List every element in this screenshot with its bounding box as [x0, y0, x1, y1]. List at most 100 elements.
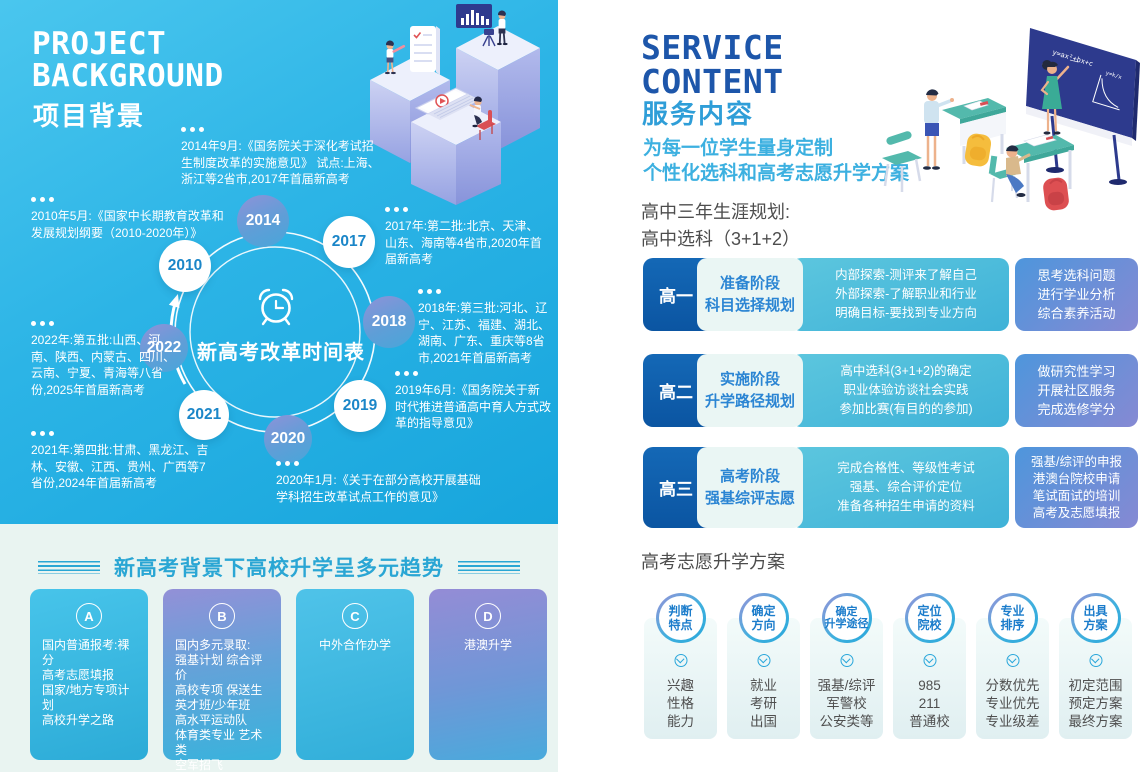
timeline-note-2018: 2018年:第三批:河北、辽宁、江苏、福建、湖北、湖南、广东、重庆等8省市,20… [418, 289, 556, 366]
steps-title: 高考志愿升学方案 [641, 552, 785, 572]
timeline-note-2010: 2010年5月:《国家中长期教育改革和发展规划纲要（2010-2020年）》 [31, 197, 229, 241]
step-circle: 出具 方案 [1070, 593, 1121, 643]
timeline-note-text: 2020年1月:《关于在部分高校开展基础学科招生改革试点工作的意见》 [276, 473, 481, 504]
year-bubble-2010: 2010 [159, 240, 211, 292]
year-bubble-2017: 2017 [323, 216, 375, 268]
timeline-note-2014: 2014年9月:《国务院关于深化考试招生制度改革的实施意见》 试点:上海、浙江等… [181, 127, 383, 188]
tasks-box: 完成合格性、等级性考试 强基、综合评价定位 准备各种招生申请的资料 [791, 447, 1009, 528]
badge-d: D [475, 603, 501, 629]
step-circle: 判断 特点 [655, 593, 706, 643]
circle-down-arrow-icon [1006, 654, 1019, 667]
circle-down-arrow-icon [1089, 654, 1102, 667]
tasks-box: 高中选科(3+1+2)的确定 职业体验访谈社会实践 参加比赛(有目的的参加) [791, 354, 1009, 427]
step-items: 分数优先 专业优先 专业级差 [985, 678, 1040, 729]
timeline-note-2022: 2022年:第五批:山西、河南、陕西、内蒙古、四川、云南、宁夏、青海等八省份,2… [31, 321, 183, 398]
step-circle-label: 专业 排序 [990, 596, 1035, 640]
left-title-zh: 项目背景 [33, 101, 146, 131]
step-items: 初定范围 预定方案 最终方案 [1068, 678, 1123, 729]
stage-box: 实施阶段 升学路径规划 [697, 354, 803, 427]
timeline-note-text: 2018年:第三批:河北、辽宁、江苏、福建、湖北、湖南、广东、重庆等8省市,20… [418, 301, 551, 365]
timeline-note-text: 2014年9月:《国务院关于深化考试招生制度改革的实施意见》 试点:上海、浙江等… [181, 139, 380, 186]
step-circle-label: 确定 方向 [741, 596, 786, 640]
timeline-note-2019: 2019年6月:《国务院关于新时代推进普通高中育人方式改革的指导意见》 [395, 371, 551, 432]
circle-down-arrow-icon [757, 654, 770, 667]
dots-decoration [418, 289, 556, 294]
step-circle: 定位 院校 [904, 593, 955, 643]
grade-row-gao1: 高一 准备阶段 科目选择规划 内部探索-测评来了解自己 外部探索-了解职业和行业… [643, 258, 1138, 331]
dots-decoration [31, 197, 229, 202]
trend-section-title: 新高考背景下高校升学呈多元趋势 [0, 552, 558, 582]
outcomes-box: 强基/综评的申报 港澳台院校申请 笔试面试的培训 高考及志愿填报 [1015, 447, 1138, 528]
step-judge-traits: 判断 特点 兴趣 性格 能力 [644, 593, 717, 739]
trend-card-b: B 国内多元录取: 强基计划 综合评价 高校专项 保送生 英才班/少年班 高水平… [163, 589, 281, 772]
step-circle-label: 定位 院校 [907, 596, 952, 640]
tagline: 为每一位学生量身定制 个性化选科和高考志愿升学方案 [643, 138, 910, 184]
card-lines: 中外合作办学 [318, 638, 391, 652]
circle-down-arrow-icon [674, 654, 687, 667]
dots-decoration [395, 371, 551, 376]
steps-flow: 判断 特点 兴趣 性格 能力 确定 方向 就业 考研 出国 确定 升学途径 强基… [644, 593, 1132, 739]
timeline-note-text: 2017年:第二批:北京、天津、山东、海南等4省市,2020年首届新高考 [385, 219, 542, 266]
card-lines: 港澳升学 [463, 638, 512, 652]
year-bubble-2021: 2021 [179, 390, 229, 440]
step-pathways: 确定 升学途径 强基/综评 军警校 公安类等 [810, 593, 883, 739]
outcomes-box: 思考选科问题 进行学业分析 综合素养活动 [1015, 258, 1138, 331]
step-final-plan: 出具 方案 初定范围 预定方案 最终方案 [1059, 593, 1132, 739]
timeline-note-2017: 2017年:第二批:北京、天津、山东、海南等4省市,2020年首届新高考 [385, 207, 545, 268]
alarm-clock-icon [258, 288, 294, 326]
left-title-en-line1: PROJECT [32, 26, 167, 62]
svg-text:y=k/x: y=k/x [1105, 70, 1123, 81]
stage-box: 准备阶段 科目选择规划 [697, 258, 803, 331]
card-lines: 国内多元录取: 强基计划 综合评价 高校专项 保送生 英才班/少年班 高水平运动… [175, 638, 263, 772]
right-title-en-line2: CONTENT [641, 62, 784, 101]
step-circle: 专业 排序 [987, 593, 1038, 643]
stage-box: 高考阶段 强基综评志愿 [697, 447, 803, 528]
tasks-box: 内部探索-测评来了解自己 外部探索-了解职业和行业 明确目标-要找到专业方向 [791, 258, 1009, 331]
step-circle-label: 确定 升学途径 [824, 596, 869, 640]
circle-down-arrow-icon [923, 654, 936, 667]
year-bubble-2019: 2019 [334, 380, 386, 432]
step-circle-label: 判断 特点 [658, 596, 703, 640]
trend-card-c: C 中外合作办学 [296, 589, 414, 760]
year-bubble-2022: 2022 [140, 324, 188, 372]
timeline-note-text: 2022年:第五批:山西、河南、陕西、内蒙古、四川、云南、宁夏、青海等八省份,2… [31, 333, 176, 397]
badge-c: C [342, 603, 368, 629]
year-bubble-2014: 2014 [237, 195, 289, 247]
badge-a: A [76, 603, 102, 629]
left-title-en-line2: BACKGROUND [32, 58, 224, 94]
step-circle-label: 出具 方案 [1073, 596, 1118, 640]
dots-decoration [385, 207, 545, 212]
step-set-direction: 确定 方向 就业 考研 出国 [727, 593, 800, 739]
timeline-note-2020: 2020年1月:《关于在部分高校开展基础学科招生改革试点工作的意见》 [276, 461, 486, 505]
timeline-note-2021: 2021年:第四批:甘肃、黑龙江、吉林、安徽、江西、贵州、广西等7省份,2024… [31, 431, 215, 492]
badge-b: B [209, 603, 235, 629]
timeline-title: 新高考改革时间表 [197, 342, 365, 364]
outcomes-box: 做研究性学习 开展社区服务 完成选修学分 [1015, 354, 1138, 427]
timeline-note-text: 2021年:第四批:甘肃、黑龙江、吉林、安徽、江西、贵州、广西等7省份,2024… [31, 443, 209, 490]
step-items: 985 211 普通校 [909, 678, 950, 729]
step-items: 强基/综评 军警校 公安类等 [817, 678, 876, 729]
dots-decoration [276, 461, 486, 466]
step-position-schools: 定位 院校 985 211 普通校 [893, 593, 966, 739]
trend-card-a: A 国内普通报考:裸分 高考志愿填报 国家/地方专项计划 高校升学之路 [30, 589, 148, 760]
step-major-ranking: 专业 排序 分数优先 专业优先 专业级差 [976, 593, 1049, 739]
classroom-illustration: y=ax²+bx+c y=k/x [882, 28, 1140, 211]
plan-heading: 高中三年生涯规划: 高中选科（3+1+2） [641, 202, 801, 249]
dots-decoration [31, 321, 183, 326]
isometric-blocks-illustration [370, 4, 540, 205]
trend-card-d: D 港澳升学 [429, 589, 547, 760]
year-bubble-2018: 2018 [363, 296, 415, 348]
year-bubble-2020: 2020 [264, 415, 312, 463]
deco-lines-right [458, 560, 520, 574]
step-circle: 确定 升学途径 [821, 593, 872, 643]
trend-title-text: 新高考背景下高校升学呈多元趋势 [114, 557, 444, 580]
right-title-zh: 服务内容 [642, 99, 755, 129]
dots-decoration [31, 431, 215, 436]
project-background-panel: PROJECT BACKGROUND 项目背景 [0, 0, 558, 524]
step-items: 就业 考研 出国 [750, 678, 777, 729]
step-items: 兴趣 性格 能力 [667, 678, 694, 729]
grade-row-gao2: 高二 实施阶段 升学路径规划 高中选科(3+1+2)的确定 职业体验访谈社会实践… [643, 354, 1138, 427]
deco-lines-left [38, 560, 100, 574]
timeline-note-text: 2019年6月:《国务院关于新时代推进普通高中育人方式改革的指导意见》 [395, 383, 552, 430]
